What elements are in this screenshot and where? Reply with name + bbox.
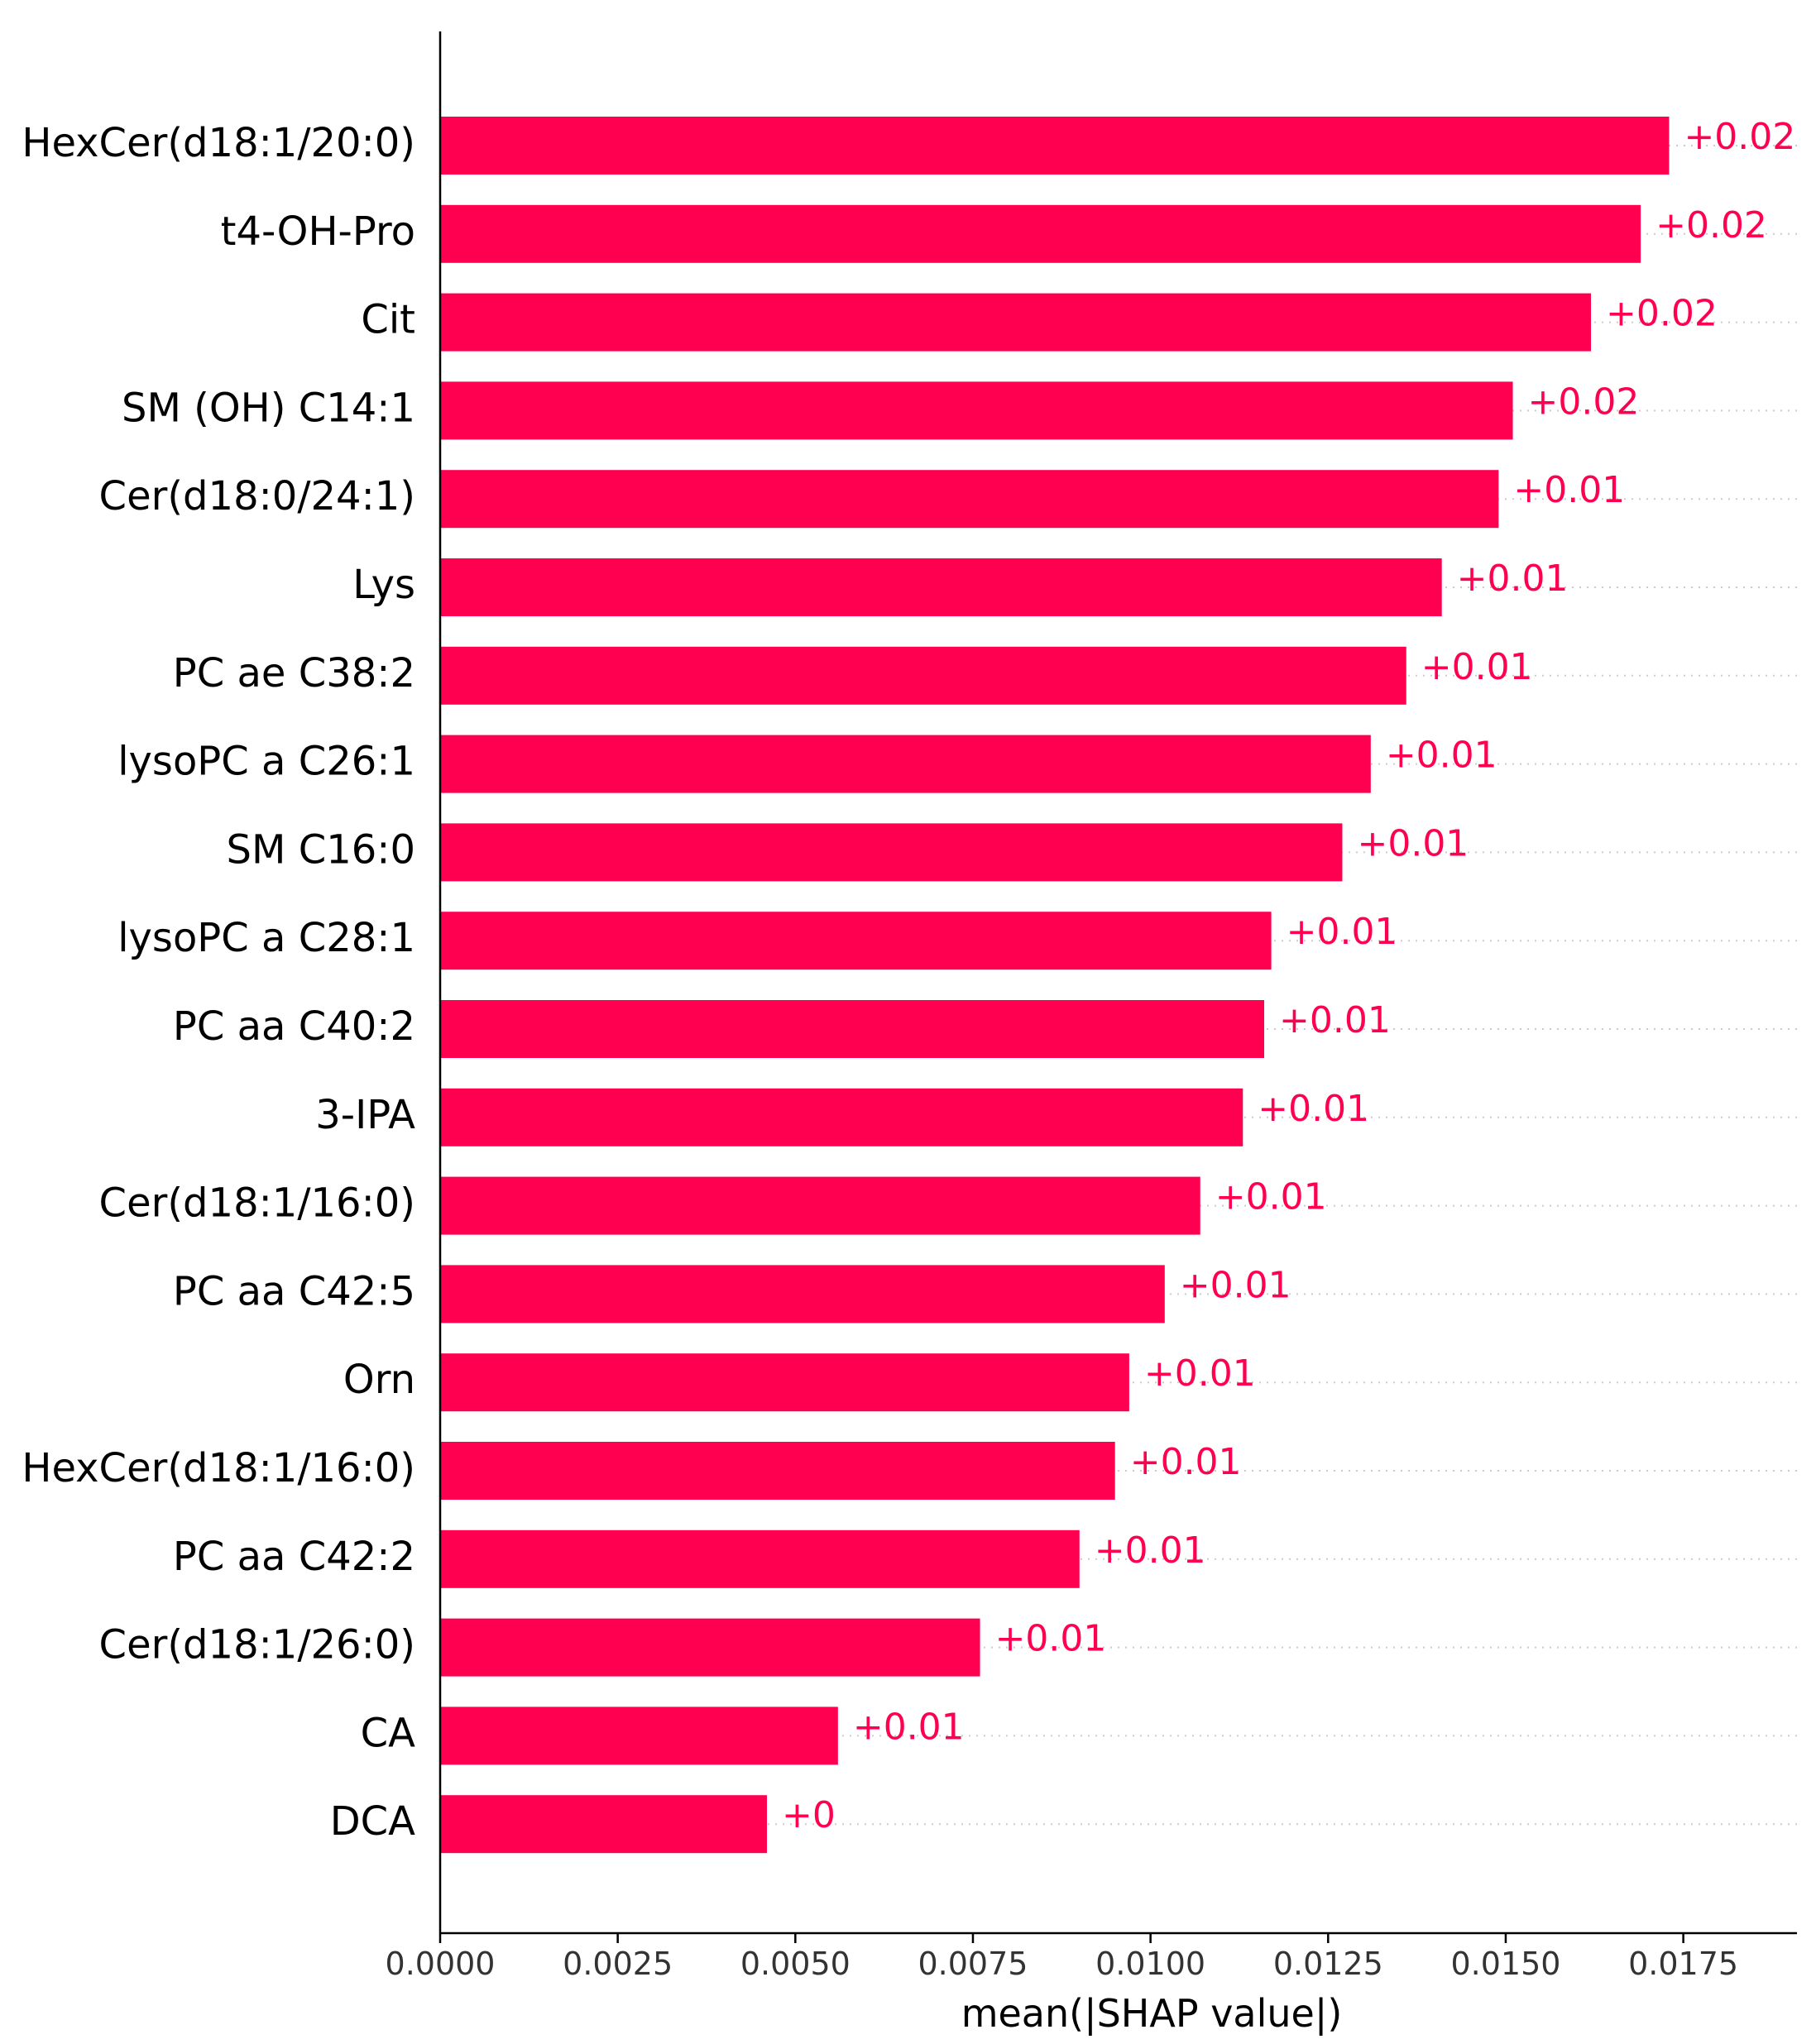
feature-label: CA [361, 1710, 416, 1756]
bar [440, 1795, 767, 1854]
feature-label: DCA [330, 1798, 415, 1845]
bar-value-label: +0.01 [1357, 822, 1469, 864]
bar [440, 117, 1670, 175]
x-tick-label: 0.0025 [563, 1946, 673, 1982]
x-tick-label: 0.0075 [918, 1946, 1028, 1982]
x-tick-label: 0.0150 [1450, 1946, 1560, 1982]
bar-value-label: +0.01 [995, 1618, 1107, 1660]
bar [440, 1000, 1265, 1058]
feature-label: SM C16:0 [227, 826, 415, 873]
bar-value-label: +0.02 [1606, 293, 1718, 335]
x-tick-label: 0.0175 [1628, 1946, 1738, 1982]
feature-labels-group: HexCer(d18:1/20:0) t4-OH-Pro Cit SM (OH) C1… [22, 120, 415, 1845]
bar [440, 912, 1272, 970]
bar-value-label: +0.01 [853, 1706, 965, 1748]
bar-value-label: +0.01 [1130, 1441, 1242, 1483]
feature-label: PC aa C42:5 [173, 1268, 415, 1314]
feature-label: Cer(d18:1/16:0) [99, 1180, 415, 1227]
x-axis-title: mean(|SHAP value|) [961, 1991, 1343, 2037]
feature-label: HexCer(d18:1/20:0) [22, 120, 415, 166]
feature-label: PC aa C42:2 [173, 1534, 415, 1580]
bar-value-label: +0.01 [1279, 999, 1391, 1041]
bar [440, 1265, 1165, 1324]
feature-label: Cit [361, 297, 415, 343]
feature-label: SM (OH) C14:1 [122, 385, 415, 431]
bar-value-label: +0.01 [1457, 558, 1569, 600]
feature-label: Cer(d18:0/24:1) [99, 473, 415, 519]
bar [440, 646, 1406, 705]
bar-value-label: +0.02 [1528, 381, 1640, 423]
bar-value-label: +0.01 [1144, 1352, 1256, 1395]
bar-value-label: +0.01 [1287, 911, 1398, 953]
bar-value-label: +0.01 [1513, 469, 1625, 511]
x-tick-label: 0.0100 [1095, 1946, 1205, 1982]
bar [440, 558, 1442, 616]
feature-label: lysoPC a C26:1 [117, 739, 415, 785]
feature-label: Orn [343, 1357, 415, 1403]
x-tick-label: 0.0000 [386, 1946, 496, 1982]
feature-label: PC ae C38:2 [173, 650, 415, 696]
bars-group [440, 117, 1670, 1854]
feature-label: lysoPC a C28:1 [117, 915, 415, 961]
bar-value-label: +0.01 [1180, 1264, 1291, 1306]
feature-label: 3-IPA [315, 1092, 415, 1138]
bar-value-label: +0.01 [1386, 735, 1497, 777]
bar [440, 1707, 838, 1765]
bar [440, 1353, 1129, 1412]
feature-label: HexCer(d18:1/16:0) [22, 1445, 415, 1491]
bar [440, 1618, 980, 1677]
feature-label: Lys [352, 562, 415, 608]
feature-label: Cer(d18:1/26:0) [99, 1622, 415, 1668]
bar-value-label: +0.01 [1095, 1529, 1206, 1572]
bar-value-label: +0.01 [1421, 646, 1533, 688]
bar [440, 204, 1641, 263]
feature-label: t4-OH-Pro [221, 208, 415, 255]
bar [440, 1529, 1080, 1588]
value-labels-group: +0.02 +0.02 +0.02 +0.02 +0.01 +0.01 +0.01 +0.01… [782, 116, 1795, 1836]
bar-value-label: +0.02 [1684, 116, 1795, 158]
bar [440, 823, 1343, 882]
bar-value-label: +0.01 [1215, 1176, 1327, 1218]
bar [440, 381, 1513, 440]
x-ticks-group: 0.0000 0.0025 0.0050 0.0075 0.0100 0.0125 0.01… [386, 1933, 1738, 1982]
bar-value-label: +0.02 [1655, 204, 1767, 247]
bar [440, 470, 1499, 529]
feature-label: PC aa C40:2 [173, 1003, 415, 1050]
bar [440, 735, 1371, 793]
bar-value-label: +0.01 [1258, 1088, 1369, 1130]
bar [440, 1176, 1200, 1235]
bar [440, 1442, 1115, 1500]
x-tick-label: 0.0125 [1273, 1946, 1383, 1982]
bar-value-label: +0 [782, 1794, 836, 1836]
bar [440, 293, 1591, 352]
x-tick-label: 0.0050 [740, 1946, 851, 1982]
bar [440, 1088, 1243, 1146]
